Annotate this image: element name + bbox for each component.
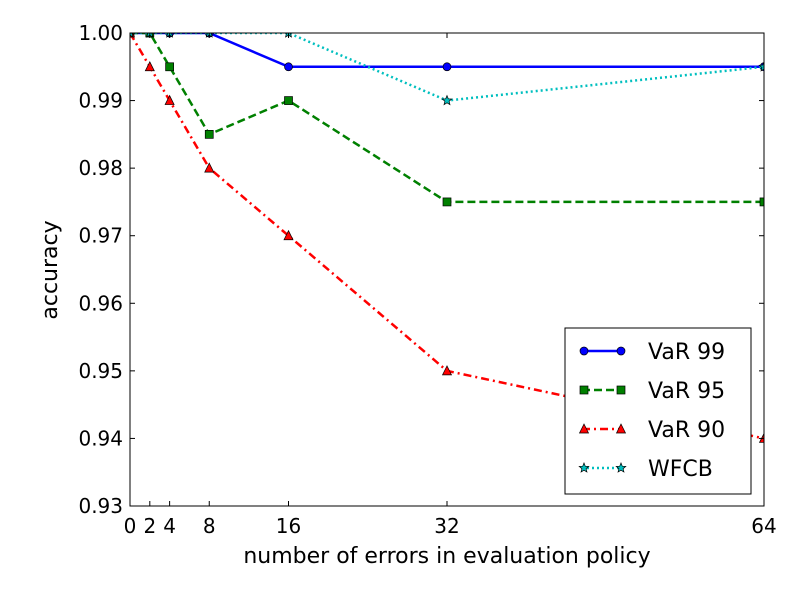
x-tick-label: 16	[276, 514, 301, 538]
y-tick-label: 1.00	[78, 21, 123, 45]
x-tick-label: 32	[434, 514, 459, 538]
x-tick-label: 0	[124, 514, 137, 538]
y-tick-label: 0.93	[78, 494, 123, 518]
legend-marker-var-95	[616, 385, 626, 395]
y-tick-label: 0.98	[78, 156, 123, 180]
legend-marker-var-90	[615, 423, 627, 434]
legend-marker-var-90	[578, 423, 590, 434]
data-point-var-95	[759, 197, 764, 207]
x-tick-label: 2	[143, 514, 156, 538]
legend: VaR 99 VaR 95 VaR 90 WFCB	[564, 327, 752, 495]
legend-label-wfcb: WFCB	[648, 457, 713, 482]
x-tick-label: 64	[751, 514, 776, 538]
legend-marker-var-95	[579, 385, 589, 395]
data-point-var-90	[283, 229, 294, 241]
legend-marker-wfcb	[578, 462, 590, 473]
data-point-var-90	[441, 365, 453, 376]
y-tick-label: 0.94	[78, 426, 123, 450]
plot-layer	[130, 33, 764, 443]
legend-marker-var-99	[579, 346, 589, 356]
y-axis-label: accuracy	[38, 220, 63, 319]
data-point-var-90	[204, 162, 215, 173]
data-point-var-95	[204, 130, 214, 139]
legend-marker-var-99	[616, 346, 626, 356]
ticks-layer: 0 2 4 8 16 32 64 0.93 0.94 0.95 0.96 0.97 0.98 0.99 1.…	[78, 21, 776, 538]
legend-marker-wfcb	[615, 462, 627, 473]
x-axis-label: number of errors in evaluation policy	[243, 544, 650, 569]
legend-box	[564, 327, 752, 495]
y-tick-label: 0.95	[78, 359, 123, 383]
x-tick-label: 8	[203, 514, 216, 538]
data-point-var-95	[284, 96, 293, 105]
data-point-var-90	[144, 61, 155, 72]
series-line-var-99	[130, 33, 764, 69]
y-tick-label: 0.99	[78, 89, 123, 113]
data-point-wfcb	[130, 33, 134, 38]
data-point-wfcb	[758, 60, 764, 72]
y-tick-label: 0.96	[78, 291, 123, 315]
legend-label-var-90: VaR 90	[648, 418, 725, 443]
legend-label-var-95: VaR 95	[648, 379, 725, 404]
y-tick-label: 0.97	[78, 224, 123, 248]
data-point-var-95	[165, 62, 174, 72]
legend-label-var-99: VaR 99	[648, 340, 725, 365]
data-point-var-90	[164, 94, 175, 105]
data-point-var-99	[442, 62, 452, 72]
x-tick-label: 4	[163, 514, 176, 538]
series-line-var-95	[130, 33, 764, 204]
data-point-wfcb	[441, 94, 453, 106]
data-point-var-99	[284, 62, 293, 72]
data-point-var-95	[442, 197, 452, 207]
